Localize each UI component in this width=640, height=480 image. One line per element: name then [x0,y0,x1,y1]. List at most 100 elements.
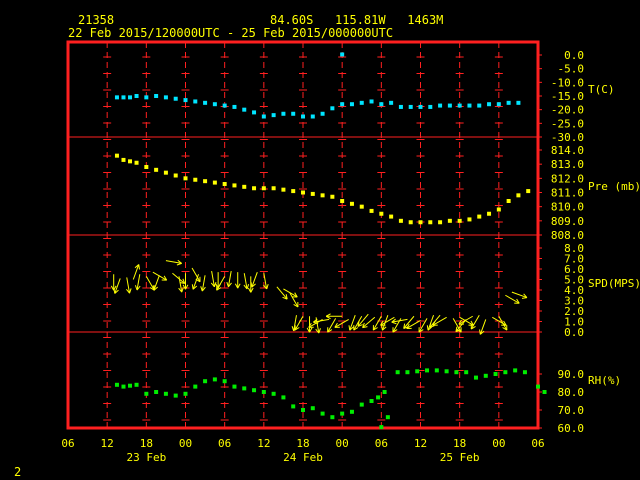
panel-name: RH(%) [588,374,621,387]
wind-arrow-head [318,328,321,334]
wind-arrow [192,274,200,290]
wind-arrow-head [455,326,458,332]
wind-arrow-head [315,328,320,334]
data-point [542,390,547,394]
wind-arrow-head [516,298,520,304]
wind-arrow [114,278,121,294]
data-point [203,100,208,105]
data-point [193,177,198,182]
data-point [291,404,296,409]
wind-arrow [313,318,330,323]
data-point [379,102,384,107]
wind-arrow-head [392,329,398,333]
data-point [128,159,133,164]
wind-arrow [362,316,376,328]
wind-arrow-head [294,292,298,298]
wind-arrow-head [129,288,132,294]
data-point [379,211,384,216]
wind-arrow-head [181,287,184,293]
wind-arrow-head [362,326,368,329]
panel-name: SPD(MPS) [588,277,640,290]
wind-arrow-head [285,294,288,300]
wind-arrow-head [349,326,354,331]
wind-arrow-head [503,320,507,326]
data-point [232,104,237,109]
wind-arrow-head [266,284,269,290]
data-point [398,104,403,109]
data-point [382,390,387,394]
data-point [242,184,247,189]
y-tick-label: 90.0 [558,368,585,381]
data-point [281,395,286,400]
wind-arrow-head [250,282,253,288]
wind-arrow [243,273,248,290]
data-marks [110,52,547,430]
wind-arrow-head [136,285,141,291]
wind-arrow [349,315,356,331]
data-point [222,103,227,108]
data-point [114,382,119,387]
wind-arrow [406,320,421,329]
data-point [134,382,139,387]
y-tick-label: 2.0 [564,305,584,318]
wind-arrow-head [327,329,333,333]
data-point [301,408,305,412]
wind-arrow-head [426,325,429,331]
data-point [389,100,394,105]
wind-arrow-head [216,287,222,291]
data-point [154,94,159,98]
y-tick-label: -30.0 [551,131,584,144]
time-period: 22 Feb 2015/120000UTC - 25 Feb 2015/0000… [68,26,394,40]
wind-arrow-head [458,319,462,325]
wind-arrow [216,276,226,291]
wind-arrow-head [502,327,508,331]
wind-arrow [470,314,480,330]
wind-arrow [418,318,428,333]
x-tick-label: 06 [531,437,544,450]
data-point [163,170,168,175]
data-point [281,187,286,192]
wind-arrow-head [293,303,299,308]
wind-arrow [136,274,141,291]
data-point [271,186,276,191]
wind-arrow-head [237,283,241,289]
y-tick-label: 809.0 [551,215,584,228]
data-point [163,391,168,396]
wind-arrow [334,318,349,328]
data-point [522,370,527,375]
data-point [447,103,452,108]
data-point [193,99,198,104]
wind-arrow [380,316,395,326]
data-point [359,204,364,209]
y-tick-label: 4.0 [564,284,584,297]
panel-name: T(C) [588,83,615,96]
wind-arrow-head [163,275,168,281]
data-point [536,384,540,389]
x-tick-label: 00 [336,437,349,450]
y-tick-label: 1.0 [564,316,584,329]
data-point [212,180,217,185]
data-point [526,189,531,194]
wind-arrow-head [391,321,397,325]
data-point [242,107,247,112]
y-tick-label: -20.0 [551,104,584,117]
wind-arrow-head [403,323,406,329]
data-point [513,368,518,373]
wind-arrow-head [348,325,351,331]
data-point [154,390,159,394]
wind-arrow-head [113,288,116,294]
y-tick-label: 810.0 [551,201,584,214]
wind-arrow-head [177,259,182,264]
data-point [349,201,354,206]
wind-arrow [294,316,304,331]
data-point [203,379,208,384]
data-point [425,368,430,373]
data-point [301,114,305,119]
wind-arrow [459,316,474,326]
wind-arrow-head [353,327,359,331]
data-point [516,100,521,105]
wind-arrow [403,315,415,329]
wind-arrow-head [247,287,252,293]
wind-arrow [372,316,382,331]
wind-arrow-head [381,325,383,331]
